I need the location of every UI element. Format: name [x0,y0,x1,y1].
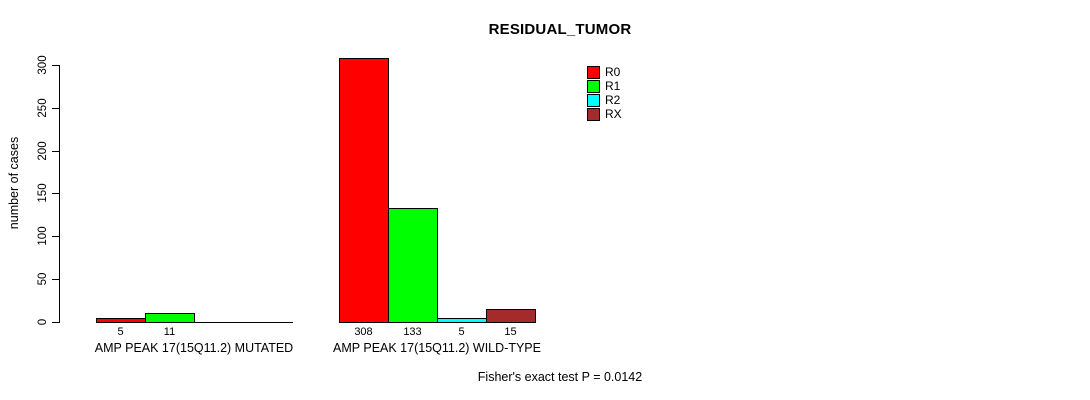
legend-swatch-R0 [587,66,600,79]
y-tick [52,193,59,194]
category-label: AMP PEAK 17(15Q11.2) MUTATED [94,341,294,355]
y-tick [52,322,59,323]
bar-R2-group2 [437,318,487,323]
legend-row-RX: RX [587,108,622,121]
fisher-test-annotation: Fisher's exact test P = 0.0142 [477,370,643,384]
legend-swatch-R1 [587,80,600,93]
y-tick-label: 50 [37,272,49,286]
y-axis-title: number of cases [7,136,21,230]
y-tick [52,65,59,66]
bar-R0-group2 [339,58,389,323]
y-tick-label: 200 [37,141,49,161]
bar-R0-group1 [96,318,146,323]
y-tick [52,279,59,280]
y-tick-label: 300 [37,55,49,75]
chart-title: RESIDUAL_TUMOR [488,21,632,38]
bar-value-label: 5 [458,326,465,338]
legend: R0 R1 R2 RX [587,66,622,122]
y-tick-label: 0 [37,318,49,326]
legend-label-R1: R1 [605,79,621,93]
legend-swatch-RX [587,108,600,121]
bar-R1-group1 [145,313,195,323]
legend-swatch-R2 [587,94,600,107]
y-tick-label: 150 [37,183,49,203]
bar-value-label: 15 [504,326,517,338]
legend-label-RX: RX [605,107,622,121]
legend-row-R1: R1 [587,80,622,93]
y-tick-label: 250 [37,98,49,118]
bar-value-label: 5 [117,326,124,338]
legend-label-R2: R2 [605,93,621,107]
legend-row-R2: R2 [587,94,622,107]
bar-R1-group2 [388,208,438,323]
y-tick-label: 100 [37,226,49,246]
y-tick [52,236,59,237]
bar-value-label: 308 [354,326,373,338]
legend-row-R0: R0 [587,66,622,79]
bar-value-label: 133 [403,326,422,338]
y-axis-line [59,65,60,323]
legend-label-R0: R0 [605,65,621,79]
y-tick [52,108,59,109]
y-tick [52,151,59,152]
bar-RX-group2 [486,309,536,323]
category-label: AMP PEAK 17(15Q11.2) WILD-TYPE [333,341,541,355]
bar-value-label: 11 [163,326,176,338]
